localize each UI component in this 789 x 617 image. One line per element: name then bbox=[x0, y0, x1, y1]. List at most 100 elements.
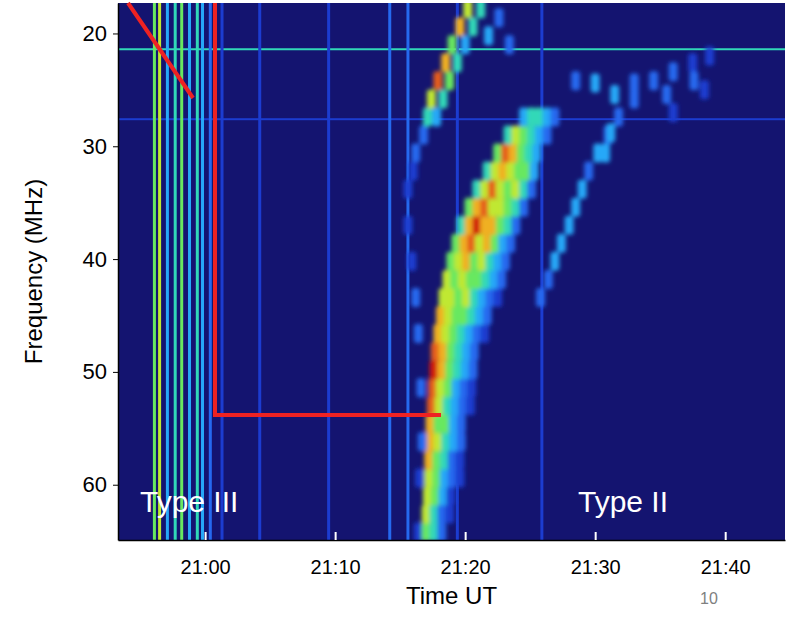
cell bbox=[480, 216, 489, 235]
cell bbox=[429, 523, 438, 540]
cell bbox=[444, 378, 453, 397]
cell bbox=[517, 144, 526, 163]
cell bbox=[426, 414, 435, 433]
y-axis: 2030405060 bbox=[83, 4, 119, 541]
y-tick-mark bbox=[113, 259, 118, 260]
cell bbox=[440, 450, 449, 469]
burst-line bbox=[388, 3, 391, 540]
cell bbox=[485, 288, 494, 307]
cell bbox=[446, 252, 455, 271]
burst-line bbox=[188, 3, 191, 540]
cell bbox=[459, 306, 468, 325]
cell bbox=[423, 487, 432, 506]
cell bbox=[439, 288, 448, 307]
cell bbox=[441, 432, 450, 451]
cell bbox=[485, 252, 494, 271]
vertical-bursts bbox=[153, 3, 543, 540]
cell bbox=[448, 468, 457, 487]
cell bbox=[610, 85, 619, 104]
y-tick-label: 20 bbox=[83, 21, 107, 46]
cell bbox=[416, 378, 425, 397]
y-tick: 20 bbox=[83, 21, 118, 46]
cell bbox=[432, 468, 441, 487]
y-tick-mark bbox=[113, 146, 118, 147]
cell bbox=[454, 252, 463, 271]
cell bbox=[662, 85, 671, 104]
cell bbox=[630, 74, 639, 93]
x-tick-label: 21:10 bbox=[311, 556, 361, 578]
pointer-line bbox=[215, 3, 441, 415]
cell bbox=[532, 144, 541, 163]
cell bbox=[474, 270, 483, 289]
cell bbox=[472, 324, 481, 343]
cell bbox=[439, 89, 448, 108]
cell bbox=[452, 306, 461, 325]
cell bbox=[414, 324, 423, 343]
cell bbox=[689, 71, 698, 90]
cell bbox=[424, 450, 433, 469]
cell bbox=[444, 306, 453, 325]
x-axis: 21:0021:1021:2021:3021:40 bbox=[119, 532, 786, 578]
cell bbox=[519, 180, 528, 199]
cell bbox=[496, 180, 505, 199]
burst-line bbox=[327, 3, 330, 540]
cell bbox=[431, 487, 440, 506]
cell bbox=[483, 162, 492, 181]
y-tick: 60 bbox=[83, 472, 118, 497]
cell bbox=[524, 144, 533, 163]
cell bbox=[483, 306, 492, 325]
cell bbox=[433, 432, 442, 451]
x-tick-mark bbox=[725, 532, 727, 540]
burst-line bbox=[540, 3, 543, 540]
burst-line bbox=[166, 3, 169, 540]
cell bbox=[504, 125, 513, 144]
x-axis-title: Time UT bbox=[406, 582, 497, 609]
cell bbox=[441, 414, 450, 433]
x-tick: 21:30 bbox=[571, 532, 621, 578]
cell bbox=[511, 125, 520, 144]
cell bbox=[468, 360, 477, 379]
cell bbox=[504, 180, 513, 199]
cell bbox=[414, 523, 423, 540]
x-tick: 21:10 bbox=[311, 532, 361, 578]
cell bbox=[445, 360, 454, 379]
cell bbox=[501, 252, 510, 271]
y-tick: 40 bbox=[83, 247, 118, 272]
cell bbox=[426, 432, 435, 451]
cell bbox=[461, 35, 470, 54]
cell bbox=[437, 523, 446, 540]
cell bbox=[465, 216, 474, 235]
y-tick-mark bbox=[113, 485, 118, 486]
cell bbox=[519, 125, 528, 144]
cell bbox=[584, 162, 593, 181]
cell bbox=[527, 125, 536, 144]
cell bbox=[484, 26, 493, 45]
y-axis-title: Frequency (MHz) bbox=[20, 179, 47, 364]
cell bbox=[493, 288, 502, 307]
cell bbox=[429, 505, 438, 524]
cell bbox=[550, 252, 559, 271]
cell bbox=[496, 216, 505, 235]
cell bbox=[536, 288, 545, 307]
x-tick: 21:00 bbox=[181, 532, 231, 578]
cell bbox=[449, 432, 458, 451]
cell bbox=[457, 414, 466, 433]
plot-background bbox=[118, 3, 785, 540]
cell bbox=[519, 107, 528, 126]
cell bbox=[437, 505, 446, 524]
cell bbox=[429, 360, 438, 379]
cell bbox=[455, 17, 464, 36]
cell bbox=[649, 71, 658, 90]
chart: Type IIIType II10203040506021:0021:1021:… bbox=[0, 0, 789, 617]
cell bbox=[700, 80, 709, 99]
cell bbox=[439, 487, 448, 506]
cell bbox=[470, 252, 479, 271]
cell bbox=[435, 396, 444, 415]
y-tick-label: 30 bbox=[83, 134, 107, 159]
cell bbox=[578, 180, 587, 199]
cell bbox=[565, 216, 574, 235]
cell bbox=[457, 216, 466, 235]
x-tick-mark bbox=[335, 532, 337, 540]
cell bbox=[449, 324, 458, 343]
cell bbox=[423, 107, 432, 126]
